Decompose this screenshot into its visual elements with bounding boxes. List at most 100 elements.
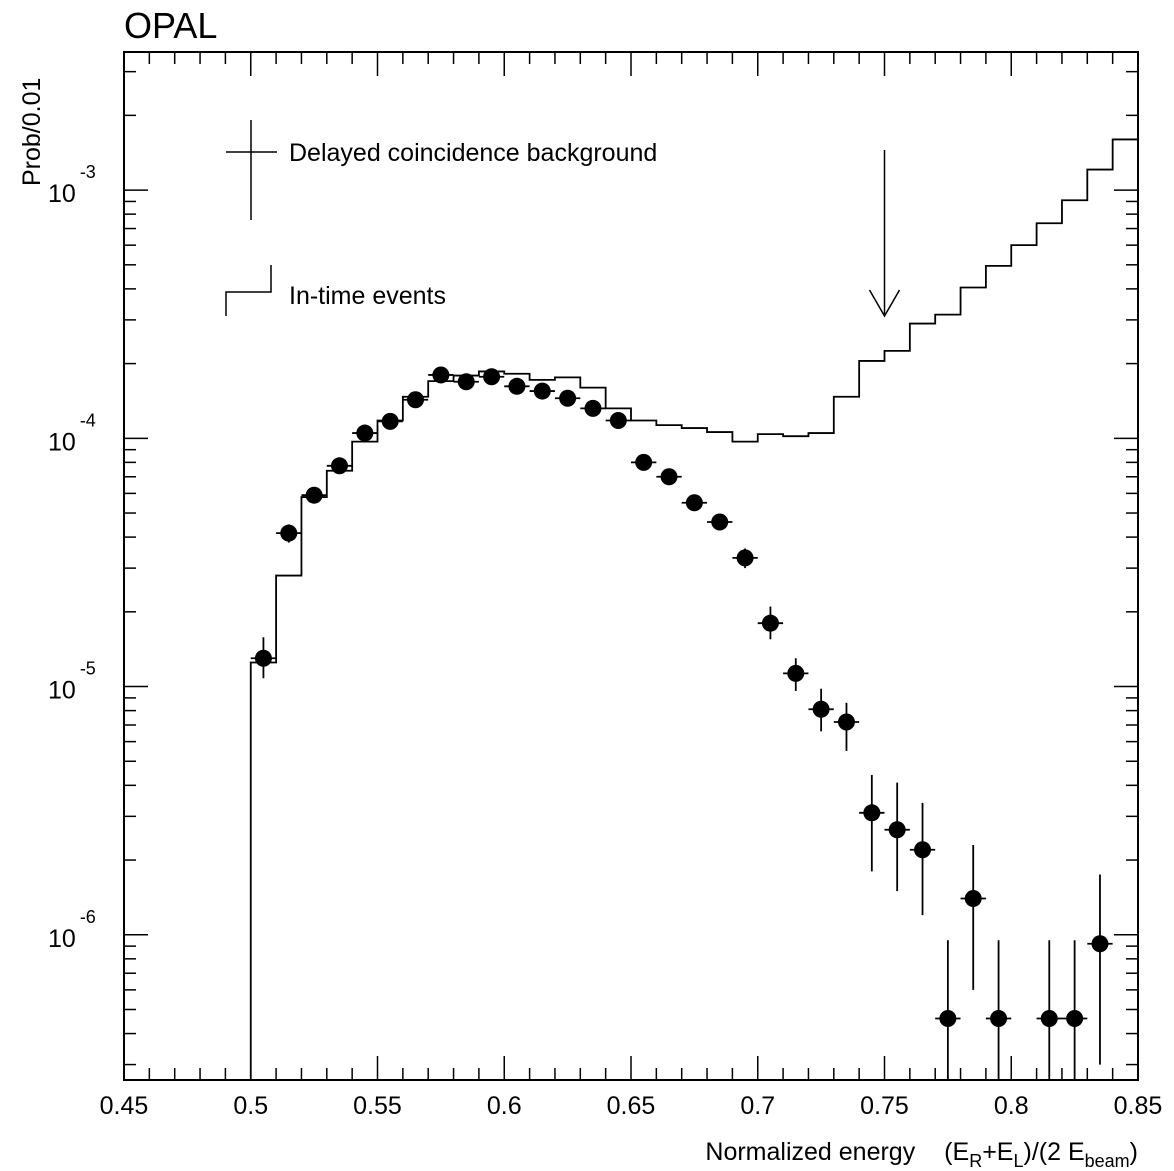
data-point [833, 702, 860, 751]
marker [787, 664, 805, 682]
data-point [605, 411, 631, 429]
data-point [554, 389, 581, 407]
marker [432, 366, 450, 384]
x-axis-label-part: E [953, 1138, 970, 1166]
x-axis-label-part: R [969, 1151, 982, 1171]
data-point [326, 457, 353, 475]
data-point [580, 399, 606, 417]
data-point [732, 548, 758, 569]
x-tick-label: 0.5 [233, 1092, 268, 1120]
marker [635, 453, 653, 471]
x-axis-label-prefix: Normalized energy [705, 1138, 915, 1166]
x-axis-label-part: )/(2 [1024, 1138, 1068, 1166]
y-tick-label: 10-6 [48, 907, 96, 953]
marker [457, 373, 475, 391]
data-point [301, 486, 327, 504]
y-tick-base: 10 [48, 428, 76, 456]
x-axis-label-part: + [982, 1138, 997, 1166]
y-axis-label: Prob/0.01 [18, 78, 46, 186]
marker [305, 486, 323, 504]
marker [964, 890, 982, 908]
marker [1091, 935, 1109, 953]
x-tick-label: 0.45 [100, 1092, 149, 1120]
legend-label-background: Delayed coincidence background [289, 139, 657, 167]
y-tick-base: 10 [48, 925, 76, 953]
data-point [352, 424, 378, 442]
marker [863, 804, 881, 822]
marker [483, 368, 501, 386]
x-tick-label: 0.6 [487, 1092, 522, 1120]
data-point [1036, 940, 1062, 1080]
x-tick-label: 0.85 [1114, 1092, 1163, 1120]
y-tick-label: 10-3 [48, 162, 96, 208]
chart-title: OPAL [124, 5, 217, 46]
x-axis-label: Normalized energy (ER+EL)/(2 Ebeam) [705, 1138, 1138, 1171]
x-axis-label-part: E [1068, 1138, 1085, 1166]
x-axis-label-part: ( [944, 1138, 953, 1166]
data-point [757, 606, 784, 640]
data-point [631, 453, 657, 471]
marker [609, 411, 627, 429]
marker [407, 391, 425, 409]
data-point [504, 377, 530, 395]
y-tick-exponent: -5 [80, 659, 96, 679]
data-point [529, 382, 555, 400]
plot-frame [123, 51, 1139, 1081]
marker [812, 700, 830, 718]
marker [280, 524, 298, 542]
histogram-in-time-events [249, 138, 1138, 1080]
data-point [656, 468, 682, 486]
marker [508, 377, 526, 395]
legend: Delayed coincidence background In-time ev… [225, 120, 657, 316]
legend-marker-step [225, 265, 272, 316]
x-axis-label-part: L [1013, 1151, 1023, 1171]
data-point [960, 844, 986, 990]
data-point [377, 412, 403, 430]
y-tick-base: 10 [48, 677, 76, 705]
data-point [402, 391, 429, 409]
marker [761, 614, 779, 632]
marker [736, 549, 754, 567]
marker [1040, 1009, 1058, 1027]
x-tick-label: 0.8 [994, 1092, 1029, 1120]
x-tick-label: 0.55 [353, 1092, 402, 1120]
marker [888, 821, 906, 839]
marker [939, 1009, 957, 1027]
data-point [428, 366, 454, 384]
data-point [884, 782, 910, 892]
data-point [783, 658, 809, 691]
marker [330, 457, 348, 475]
marker [685, 494, 703, 512]
y-tick-exponent: -3 [80, 162, 96, 182]
data-point [1087, 874, 1113, 1065]
data-point [1061, 940, 1088, 1080]
data-point [909, 802, 936, 916]
x-tick-label: 0.7 [740, 1092, 775, 1120]
y-tick-label: 10-4 [48, 410, 96, 456]
data-point [453, 373, 479, 391]
legend-label-in-time: In-time events [289, 282, 446, 310]
marker [584, 399, 602, 417]
marker [254, 649, 272, 667]
data-point [681, 494, 708, 512]
marker [837, 713, 855, 731]
marker [1066, 1009, 1084, 1027]
marker [990, 1009, 1008, 1027]
x-tick-label: 0.65 [607, 1092, 656, 1120]
x-axis-label-part: E [997, 1138, 1014, 1166]
data-point [935, 940, 961, 1080]
data-point [707, 513, 733, 531]
y-tick-exponent: -4 [80, 410, 96, 430]
marker [533, 382, 551, 400]
x-axis-label-part: beam [1085, 1151, 1130, 1171]
marker [660, 468, 678, 486]
y-tick-label: 10-5 [48, 659, 96, 705]
marker [356, 424, 374, 442]
marker [381, 412, 399, 430]
marker [914, 841, 932, 859]
data-point [478, 368, 505, 386]
y-axis-label-group: Prob/0.01 [18, 78, 46, 186]
y-tick-base: 10 [48, 180, 76, 208]
x-tick-label: 0.75 [860, 1092, 909, 1120]
